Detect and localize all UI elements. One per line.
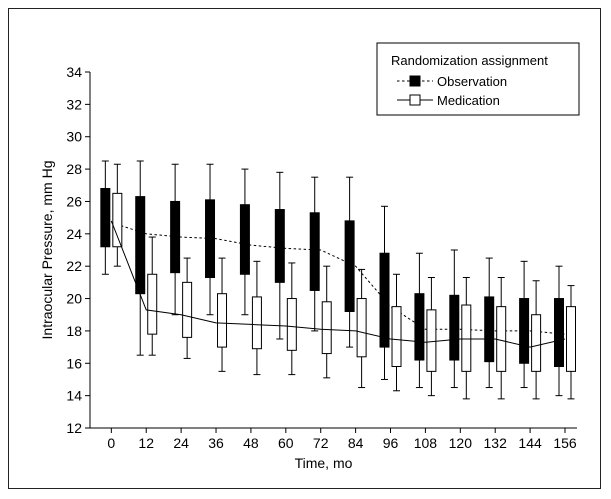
box: [356, 298, 367, 358]
box: [496, 306, 507, 372]
box: [484, 296, 495, 363]
box: [344, 220, 355, 312]
box: [531, 314, 542, 372]
y-tick-label: 20: [66, 291, 82, 307]
box: [170, 200, 181, 274]
x-tick-label: 12: [138, 435, 154, 451]
box: [147, 273, 158, 335]
box: [391, 306, 402, 368]
x-tick-label: 48: [243, 435, 259, 451]
y-tick-label: 24: [66, 226, 82, 242]
box: [426, 309, 437, 372]
x-tick-label: 84: [348, 435, 364, 451]
x-axis-label: Time, mo: [295, 455, 353, 471]
box: [100, 188, 111, 248]
series-layer: [100, 160, 576, 400]
mean-line-observation: [111, 222, 566, 335]
box: [321, 301, 332, 355]
legend-label: Observation: [437, 74, 507, 89]
y-tick-label: 30: [66, 129, 82, 145]
x-tick-label: 0: [107, 435, 115, 451]
box: [182, 281, 193, 338]
box: [274, 209, 285, 283]
box: [554, 298, 564, 368]
legend-items: Observation Medication: [397, 74, 507, 108]
legend: Randomization assignment Observation Medi…: [376, 42, 580, 116]
y-tick-label: 12: [66, 420, 82, 436]
x-tick-group: 0 12 24 36 48 60 72 84 96 108 120 132 144 156: [107, 428, 577, 451]
box: [239, 204, 250, 275]
box: [461, 304, 472, 372]
box: [309, 212, 320, 291]
x-tick-label: 120: [449, 435, 473, 451]
y-axis-label: Intraocular Pressure, mm Hg: [39, 161, 55, 340]
y-tick-label: 18: [66, 323, 82, 339]
box: [135, 196, 146, 295]
legend-item-observation: Observation: [397, 74, 507, 89]
x-tick-label: 96: [383, 435, 399, 451]
legend-title: Randomization assignment: [391, 53, 548, 68]
legend-swatch: [409, 75, 421, 87]
x-tick-label: 108: [414, 435, 438, 451]
x-tick-label: 156: [553, 435, 577, 451]
box: [251, 296, 262, 350]
series-medication: [110, 163, 576, 400]
x-tick-label: 36: [208, 435, 224, 451]
axes: 12 14 16 18 20 22 24 26 28 30 32 34 0 12 24 36 48 60 72 84…: [66, 64, 577, 451]
y-tick-label: 14: [66, 388, 82, 404]
x-tick-label: 72: [313, 435, 329, 451]
mean-line-medication: [110, 220, 566, 348]
box: [286, 298, 297, 351]
figure-frame: [8, 8, 601, 489]
x-tick-label: 60: [278, 435, 294, 451]
series-observation: [100, 160, 566, 397]
x-tick-label: 24: [173, 435, 189, 451]
y-tick-label: 34: [66, 64, 82, 80]
y-tick-label: 32: [66, 96, 82, 112]
box: [566, 306, 576, 372]
y-tick-label: 22: [66, 258, 82, 274]
y-tick-label: 26: [66, 193, 82, 209]
x-tick-label: 144: [518, 435, 542, 451]
x-tick-label: 132: [484, 435, 508, 451]
y-tick-label: 28: [66, 161, 82, 177]
box: [519, 298, 530, 364]
box: [449, 294, 460, 361]
y-tick-group: 12 14 16 18 20 22 24 26 28 30 32 34: [66, 64, 90, 436]
legend-label: Medication: [437, 93, 500, 108]
y-tick-label: 16: [66, 355, 82, 371]
box: [217, 293, 228, 348]
legend-swatch: [409, 94, 421, 106]
box: [112, 192, 123, 248]
legend-item-medication: Medication: [397, 93, 500, 108]
box: [414, 293, 425, 361]
